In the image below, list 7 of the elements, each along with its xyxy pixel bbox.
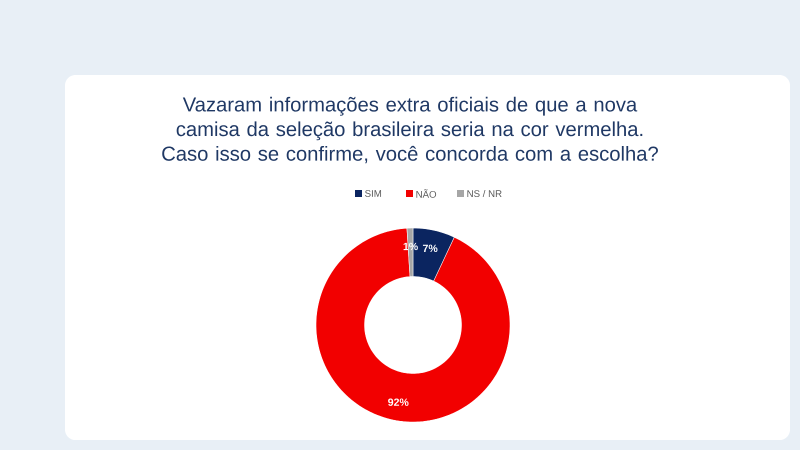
legend-label: NS / NR	[467, 190, 502, 198]
data-label: 92%	[388, 398, 409, 406]
chart-title: Vazaram informações extra oficiais de que a nova camisa da seleção brasileira seria na cor vermelha. Caso isso se confirme, você concorda com a escolha?	[162, 96, 658, 164]
legend-label: SIM	[365, 190, 382, 197]
data-label: 1%	[404, 242, 418, 250]
legend-label: NÃO	[416, 189, 436, 198]
data-label: 7%	[422, 244, 438, 252]
